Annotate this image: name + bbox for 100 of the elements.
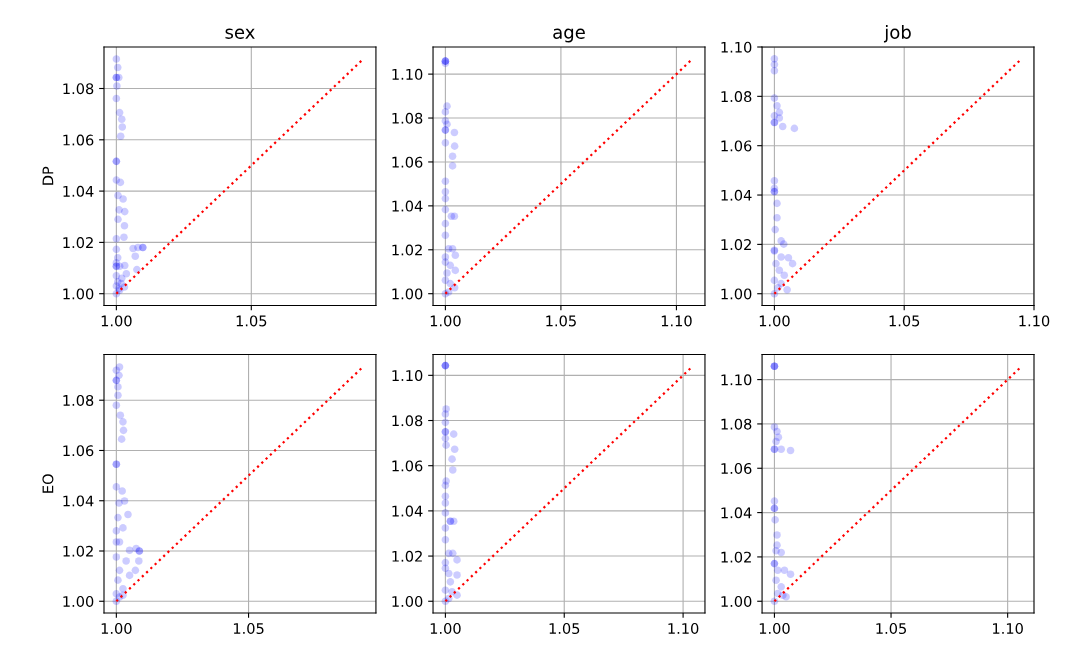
point xyxy=(450,445,459,454)
chart-title: job xyxy=(883,24,911,43)
point xyxy=(120,261,129,270)
x-tick-label: 1.00 xyxy=(430,622,461,635)
x-tick-label: 1.05 xyxy=(233,622,264,635)
point xyxy=(790,124,799,133)
point xyxy=(451,266,460,275)
point xyxy=(777,548,785,557)
point xyxy=(770,276,779,285)
point xyxy=(773,199,781,208)
point xyxy=(441,524,450,532)
point xyxy=(441,434,450,443)
point xyxy=(112,483,121,491)
point xyxy=(131,252,140,261)
y-tick-label: 1.10 xyxy=(392,68,423,80)
point xyxy=(786,446,795,455)
point xyxy=(116,411,125,420)
y-axis-title: DP xyxy=(42,166,54,185)
point xyxy=(780,566,789,575)
point xyxy=(116,132,125,141)
point xyxy=(772,259,780,268)
point xyxy=(112,553,121,561)
y-tick-label: 1.02 xyxy=(392,550,422,562)
point xyxy=(125,546,134,555)
y-tick-label: 1.08 xyxy=(392,415,423,427)
point xyxy=(788,259,797,268)
point xyxy=(773,531,781,539)
x-tick-label: 1.05 xyxy=(889,315,920,327)
point xyxy=(450,142,459,150)
point xyxy=(448,549,457,558)
y-tick-label: 1.06 xyxy=(63,445,94,457)
point xyxy=(119,584,127,593)
x-tick-label: 1.00 xyxy=(101,315,132,327)
point xyxy=(135,557,143,565)
y-tick-label: 1.04 xyxy=(392,200,423,212)
point xyxy=(113,253,122,262)
y-tick-label: 1.02 xyxy=(63,237,93,249)
point xyxy=(453,571,461,579)
point xyxy=(770,176,779,185)
point xyxy=(772,576,780,584)
y-tick-label: 1.06 xyxy=(721,140,752,152)
point xyxy=(117,115,126,124)
point xyxy=(778,122,787,131)
y-tick-label: 1.04 xyxy=(63,495,94,507)
y-tick-label: 1.00 xyxy=(392,595,423,607)
point xyxy=(453,591,461,599)
point xyxy=(441,231,450,240)
y-tick-label: 1.10 xyxy=(392,370,423,382)
point xyxy=(450,128,459,137)
point xyxy=(124,510,132,519)
y-tick-label: 1.00 xyxy=(63,288,94,300)
point xyxy=(120,233,128,242)
x-tick-label: 1.05 xyxy=(876,622,906,635)
y-tick-label: 1.02 xyxy=(63,545,93,557)
point xyxy=(114,383,122,391)
y-tick-label: 1.06 xyxy=(721,462,752,475)
point xyxy=(112,235,121,243)
point xyxy=(112,55,121,63)
point xyxy=(449,430,458,438)
point xyxy=(441,188,450,196)
point xyxy=(114,576,122,584)
x-tick-label: 1.00 xyxy=(101,622,132,635)
point xyxy=(441,219,450,228)
point xyxy=(441,108,450,116)
point xyxy=(441,481,450,490)
point xyxy=(441,509,450,517)
point xyxy=(770,497,779,505)
point xyxy=(113,63,122,72)
y-tick-label: 1.06 xyxy=(392,156,423,168)
point xyxy=(449,517,458,526)
point xyxy=(441,177,450,186)
point xyxy=(115,566,124,575)
point xyxy=(114,391,122,399)
point xyxy=(119,426,128,435)
y-tick-label: 1.06 xyxy=(392,460,423,472)
point xyxy=(446,578,455,586)
point xyxy=(441,536,450,544)
y-tick-label: 1.00 xyxy=(721,288,752,300)
y-tick-label: 1.08 xyxy=(63,394,94,406)
point xyxy=(441,499,450,507)
point xyxy=(786,570,795,579)
point xyxy=(770,94,779,102)
y-tick-label: 1.04 xyxy=(721,507,752,519)
point xyxy=(783,285,791,294)
point xyxy=(120,221,129,230)
y-tick-label: 1.06 xyxy=(63,134,94,146)
point xyxy=(448,162,457,170)
x-tick-label: 1.10 xyxy=(993,622,1023,635)
point xyxy=(112,245,121,254)
point xyxy=(112,527,121,535)
point xyxy=(771,516,779,524)
y-tick-label: 1.04 xyxy=(721,189,752,201)
point xyxy=(441,194,450,203)
x-tick-label: 1.10 xyxy=(661,315,692,327)
point xyxy=(114,513,122,522)
point xyxy=(441,418,450,427)
point xyxy=(118,487,126,495)
point xyxy=(115,108,124,117)
point xyxy=(771,225,779,234)
y-tick-label: 1.10 xyxy=(721,41,752,53)
